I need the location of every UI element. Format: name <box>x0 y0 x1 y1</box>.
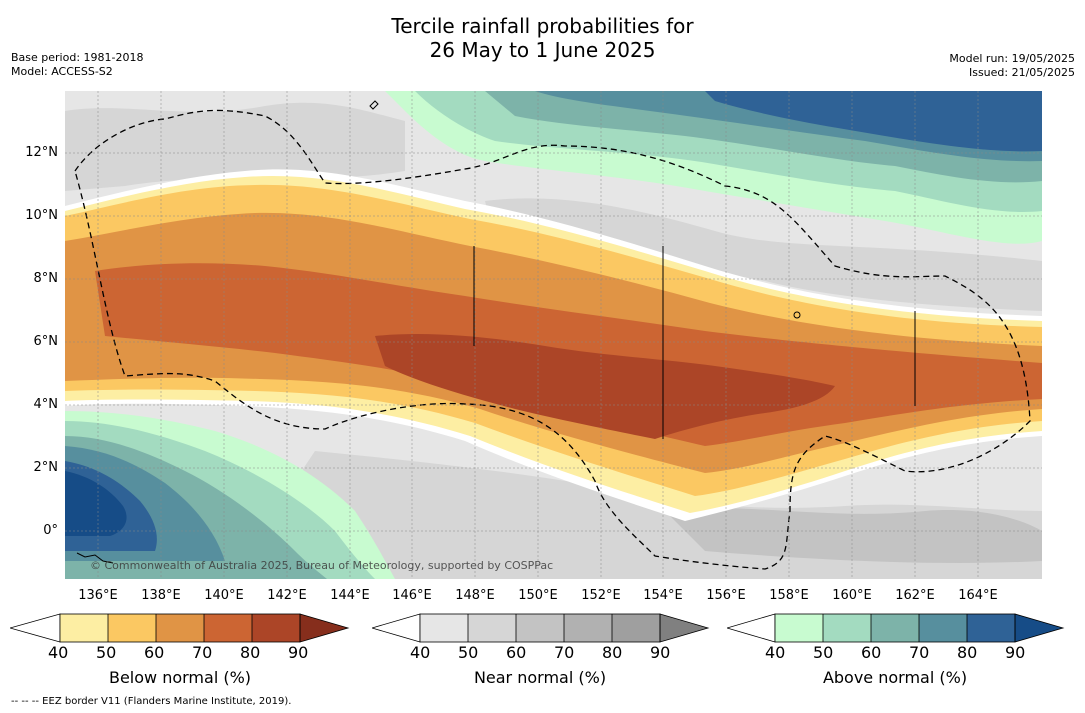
near-normal-patch <box>65 102 405 191</box>
title-line-1: Tercile rainfall probabilities for <box>391 14 694 38</box>
y-tick-label: 10°N <box>25 208 58 223</box>
colorbar-label: 70 <box>192 643 213 662</box>
near-normal-patch <box>665 508 1042 563</box>
colorbar-label: 60 <box>861 643 882 662</box>
colorbar-below-normal <box>10 613 350 643</box>
colorbar-swatch <box>823 614 871 642</box>
colorbar-swatch <box>108 614 156 642</box>
y-tick-label: 12°N <box>25 145 58 160</box>
eez-border <box>74 109 1031 570</box>
colorbar-swatch <box>372 613 421 643</box>
copyright-notice: © Commonwealth of Australia 2025, Bureau… <box>90 559 554 572</box>
x-tick-label: 136°E <box>78 588 118 603</box>
colorbar-swatch <box>564 614 612 642</box>
colorbar-swatch <box>156 614 204 642</box>
colorbar-title-below: Below normal (%) <box>108 668 252 687</box>
grid-meridians <box>97 91 979 579</box>
colorbar-swatch <box>252 614 300 642</box>
near-normal-patch <box>485 198 1042 311</box>
x-tick-label: 146°E <box>392 588 432 603</box>
x-tick-label: 144°E <box>330 588 370 603</box>
run-info: Model run: 19/05/2025 Issued: 21/05/2025 <box>949 52 1075 80</box>
above-normal-region <box>705 91 1042 152</box>
colorbar-swatch <box>871 614 919 642</box>
model-run-text: Model run: 19/05/2025 <box>949 52 1075 65</box>
colorbar-swatch <box>299 613 350 643</box>
colorbar-label: 90 <box>1005 643 1026 662</box>
y-tick-label: 8°N <box>33 271 59 286</box>
title-line-2: 26 May to 1 June 2025 <box>429 38 656 62</box>
issued-text: Issued: 21/05/2025 <box>968 66 1075 79</box>
colorbar-swatch <box>204 614 252 642</box>
island-outlines <box>76 100 916 564</box>
colorbar-swatch <box>60 614 108 642</box>
y-tick-label: 6°N <box>33 334 59 349</box>
colorbar-swatch <box>775 614 823 642</box>
colorbar-swatch <box>612 614 660 642</box>
colorbar-label: 80 <box>602 643 623 662</box>
grid-parallels <box>65 152 1042 532</box>
model-info: Base period: 1981-2018 Model: ACCESS-S2 <box>11 51 143 79</box>
colorbar-swatch <box>468 614 516 642</box>
above-normal-region <box>65 471 127 536</box>
colorbar-title-near: Near normal (%) <box>473 668 607 687</box>
colorbar-label: 80 <box>957 643 978 662</box>
colorbar-near-normal <box>372 613 710 643</box>
colorbar-label: 50 <box>96 643 117 662</box>
map-title: Tercile rainfall probabilities for 26 Ma… <box>0 14 1085 62</box>
colorbar-label: 80 <box>240 643 261 662</box>
colorbar-swatch <box>1014 613 1065 643</box>
x-tick-label: 142°E <box>267 588 307 603</box>
x-tick-label: 140°E <box>204 588 244 603</box>
model-name-text: Model: ACCESS-S2 <box>11 65 113 78</box>
colorbar-label: 60 <box>506 643 527 662</box>
x-tick-label: 160°E <box>832 588 872 603</box>
x-tick-label: 150°E <box>518 588 558 603</box>
x-tick-label: 162°E <box>895 588 935 603</box>
colorbar-label: 90 <box>288 643 309 662</box>
colorbar-label: 50 <box>813 643 834 662</box>
probability-map <box>65 91 1042 579</box>
x-tick-label: 156°E <box>706 588 746 603</box>
colorbar-swatch <box>516 614 564 642</box>
colorbar-title-above: Above normal (%) <box>822 668 968 687</box>
x-tick-label: 138°E <box>141 588 181 603</box>
x-tick-label: 158°E <box>769 588 809 603</box>
colorbar-label: 40 <box>765 643 786 662</box>
eez-footnote: -- -- -- EEZ border V11 (Flanders Marine… <box>11 696 292 707</box>
colorbar-swatch <box>420 614 468 642</box>
colorbar-swatch <box>727 613 776 643</box>
y-tick-label: 4°N <box>33 397 59 412</box>
colorbar-swatch <box>659 613 710 643</box>
colorbar-label: 50 <box>458 643 479 662</box>
colorbar-label: 40 <box>410 643 431 662</box>
colorbar-label: 70 <box>554 643 575 662</box>
colorbar-label: 70 <box>909 643 930 662</box>
colorbar-label: 40 <box>48 643 69 662</box>
colorbar-label: 90 <box>650 643 671 662</box>
colorbar-swatch <box>919 614 967 642</box>
below-normal-region <box>375 334 835 439</box>
base-period-text: Base period: 1981-2018 <box>11 51 144 64</box>
colorbar-above-normal <box>727 613 1065 643</box>
colorbar-swatch <box>10 613 61 643</box>
y-tick-label: 2°N <box>33 460 59 475</box>
x-tick-label: 152°E <box>581 588 621 603</box>
y-tick-label: 0° <box>43 523 58 538</box>
x-tick-label: 164°E <box>958 588 998 603</box>
x-tick-label: 154°E <box>643 588 683 603</box>
x-tick-label: 148°E <box>455 588 495 603</box>
colorbar-swatch <box>967 614 1015 642</box>
colorbar-label: 60 <box>144 643 165 662</box>
